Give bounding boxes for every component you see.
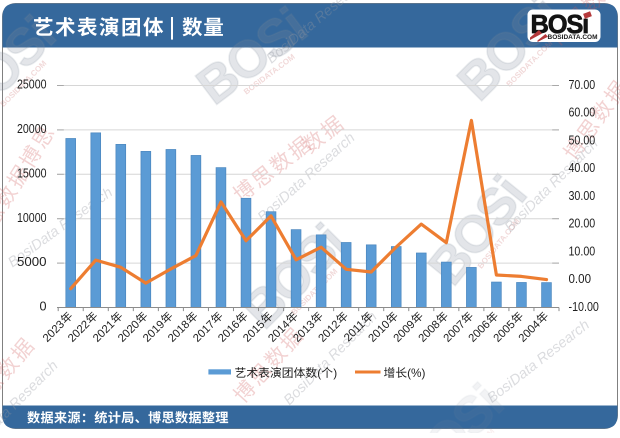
svg-text:): ) [333, 366, 337, 380]
svg-text:10.00: 10.00 [569, 244, 596, 258]
svg-text:BOSı: BOSı [531, 11, 589, 39]
svg-text:40.00: 40.00 [569, 161, 596, 175]
svg-text:20.00: 20.00 [569, 217, 596, 231]
svg-text:-10.00: -10.00 [569, 300, 599, 314]
svg-text:20000: 20000 [17, 121, 47, 136]
svg-text:70.00: 70.00 [569, 78, 596, 92]
svg-text:(%): (%) [407, 366, 425, 380]
svg-text:60.00: 60.00 [569, 106, 596, 120]
svg-text:30.00: 30.00 [569, 189, 596, 203]
svg-text:50.00: 50.00 [569, 133, 596, 147]
svg-text:10000: 10000 [17, 210, 47, 225]
svg-text:(: ( [317, 366, 321, 380]
svg-text:0.00: 0.00 [569, 272, 592, 286]
svg-text:15000: 15000 [17, 165, 47, 180]
svg-text:BOSIDATA.COM: BOSIDATA.COM [548, 34, 598, 41]
svg-text:0: 0 [40, 299, 47, 314]
svg-text:5000: 5000 [17, 254, 47, 269]
svg-text:25000: 25000 [17, 77, 47, 92]
